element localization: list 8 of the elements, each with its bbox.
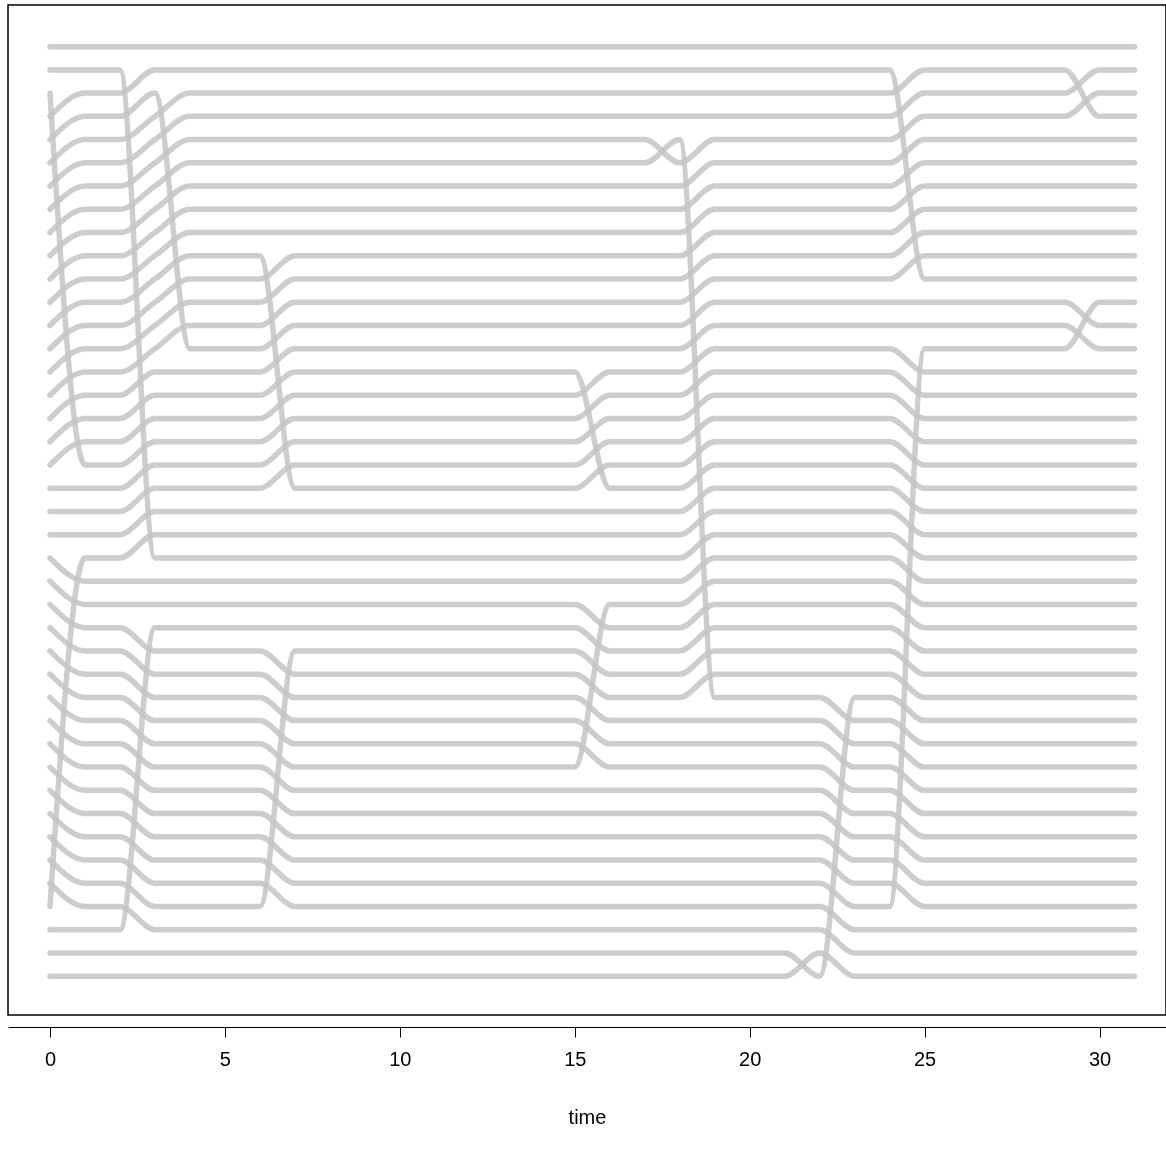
x-tick-label: 30 (1088, 1047, 1112, 1070)
x-tick-label: 25 (913, 1047, 937, 1070)
x-tick-label: 0 (44, 1047, 57, 1070)
x-tick-label: 20 (739, 1047, 762, 1070)
x-tick-label: 15 (564, 1047, 587, 1070)
x-tick-label: 10 (389, 1047, 412, 1070)
x-tick-label: 5 (219, 1047, 231, 1070)
x-axis-title: time (568, 1105, 607, 1128)
